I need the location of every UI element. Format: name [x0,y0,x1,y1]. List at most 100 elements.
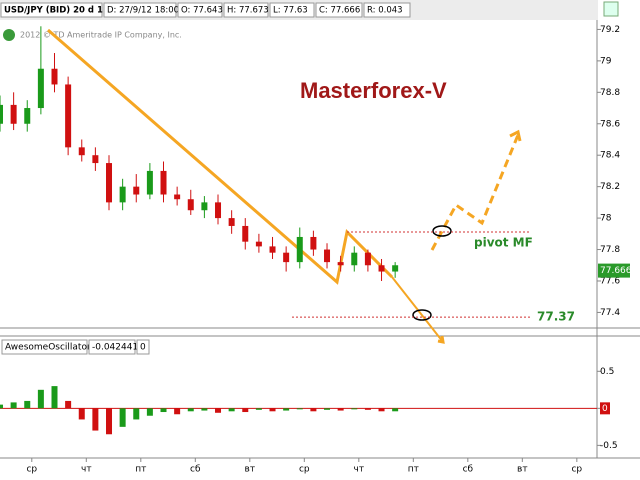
x-tick-label: ср [571,465,582,475]
x-tick-label: вт [245,465,256,475]
x-tick-label: вт [517,465,528,475]
candle-body [255,241,262,247]
header-box [177,2,223,18]
copyright: 2012 © TD Ameritrade IP Company, Inc. [20,31,182,40]
osc-bar [187,408,194,412]
y-tick-label: 77.6 [600,276,620,286]
osc-box [1,339,88,355]
y-tick-label: 78.4 [600,151,620,161]
y-tick-label: 77.4 [600,308,620,318]
candle-body [364,252,371,266]
zero-box [600,402,610,415]
header-box [0,2,103,18]
osc-bar [283,408,290,411]
osc-bar [146,408,153,416]
candle-body [378,265,385,272]
header-box [363,2,411,18]
x-tick-label: чт [354,465,365,475]
candle-body [201,202,208,211]
candle-body [187,199,194,211]
osc-bar [133,408,140,420]
osc-reading: -0.042441 [92,343,138,353]
osc-bar [228,408,235,412]
price-box [598,263,630,278]
forecast-line [430,134,520,251]
candle-body [283,252,290,263]
osc-bar [78,408,85,420]
x-tick-label: сб [190,465,201,475]
candle-body [392,265,399,272]
x-tick-label: ср [26,465,37,475]
osc-bar [296,408,303,410]
high: H: 77.673 [227,6,269,16]
x-tick-label: ср [299,465,310,475]
osc-title: AwesomeOscillator [5,343,91,353]
low: L: 77.63 [273,6,308,16]
osc-bar [310,408,317,412]
osc-bar [92,408,99,431]
x-tick-label: чт [81,465,92,475]
osc-bar [255,408,262,410]
osc-bar [337,408,344,411]
settings-icon[interactable] [603,1,619,17]
osc-bar [65,400,72,409]
header-box [315,2,363,18]
osc-bar [324,408,331,410]
y-tick-label: 78.2 [600,182,620,192]
candle-body [119,186,126,203]
target-label: 77.37 [537,310,575,324]
y-tick-label: 79 [600,56,612,66]
candle-body [51,68,58,85]
candle-body [106,163,113,203]
osc-bar [24,400,31,409]
osc-bar [378,408,385,412]
arrow-head [509,129,522,142]
open: O: 77.643 [181,6,223,16]
header-box [223,2,269,18]
header-box [269,2,315,18]
osc-bar [392,408,399,412]
candle-body [37,68,44,109]
candle-body [10,104,17,124]
osc-bar [351,408,358,410]
candle-body [242,225,249,242]
date: D: 27/9/12 18:00 [107,6,179,16]
candle-body [0,104,3,124]
y-tick-label: 78.8 [600,88,620,98]
osc-bar [201,408,208,411]
candle-body [351,252,358,266]
candle-body [337,262,344,266]
osc-bar [119,408,126,427]
osc-box [136,339,150,355]
candle-body [296,236,303,263]
y-tick-label: 78 [600,214,612,224]
candle-body [160,170,167,195]
candle-body [24,108,31,124]
candle-body [310,236,317,250]
y-tick-label: 78.6 [600,119,620,129]
marker [412,309,432,321]
osc-flag: 0 [140,343,146,353]
header-box [103,2,177,18]
candle-body [269,246,276,253]
x-tick-label: пт [135,465,146,475]
osc-bar [160,408,167,413]
osc-bar [10,402,17,409]
trend-arrow [391,276,444,343]
x-tick-label: пт [408,465,419,475]
y-tick-label: -0.5 [600,441,618,451]
candle-body [78,147,85,156]
brand-title: Masterforex-V [300,78,447,103]
pivot-label: pivot MF [474,236,533,250]
y-tick-label: 77.8 [600,245,620,255]
info-icon[interactable] [3,29,15,41]
y-tick-label: 0.5 [600,367,614,377]
y-tick-label: 0 [602,404,608,414]
candle-body [146,170,153,195]
candle-body [65,84,72,148]
candle-body [92,155,99,164]
marker [432,225,452,237]
candle-body [228,218,235,226]
osc-bar [37,389,44,409]
